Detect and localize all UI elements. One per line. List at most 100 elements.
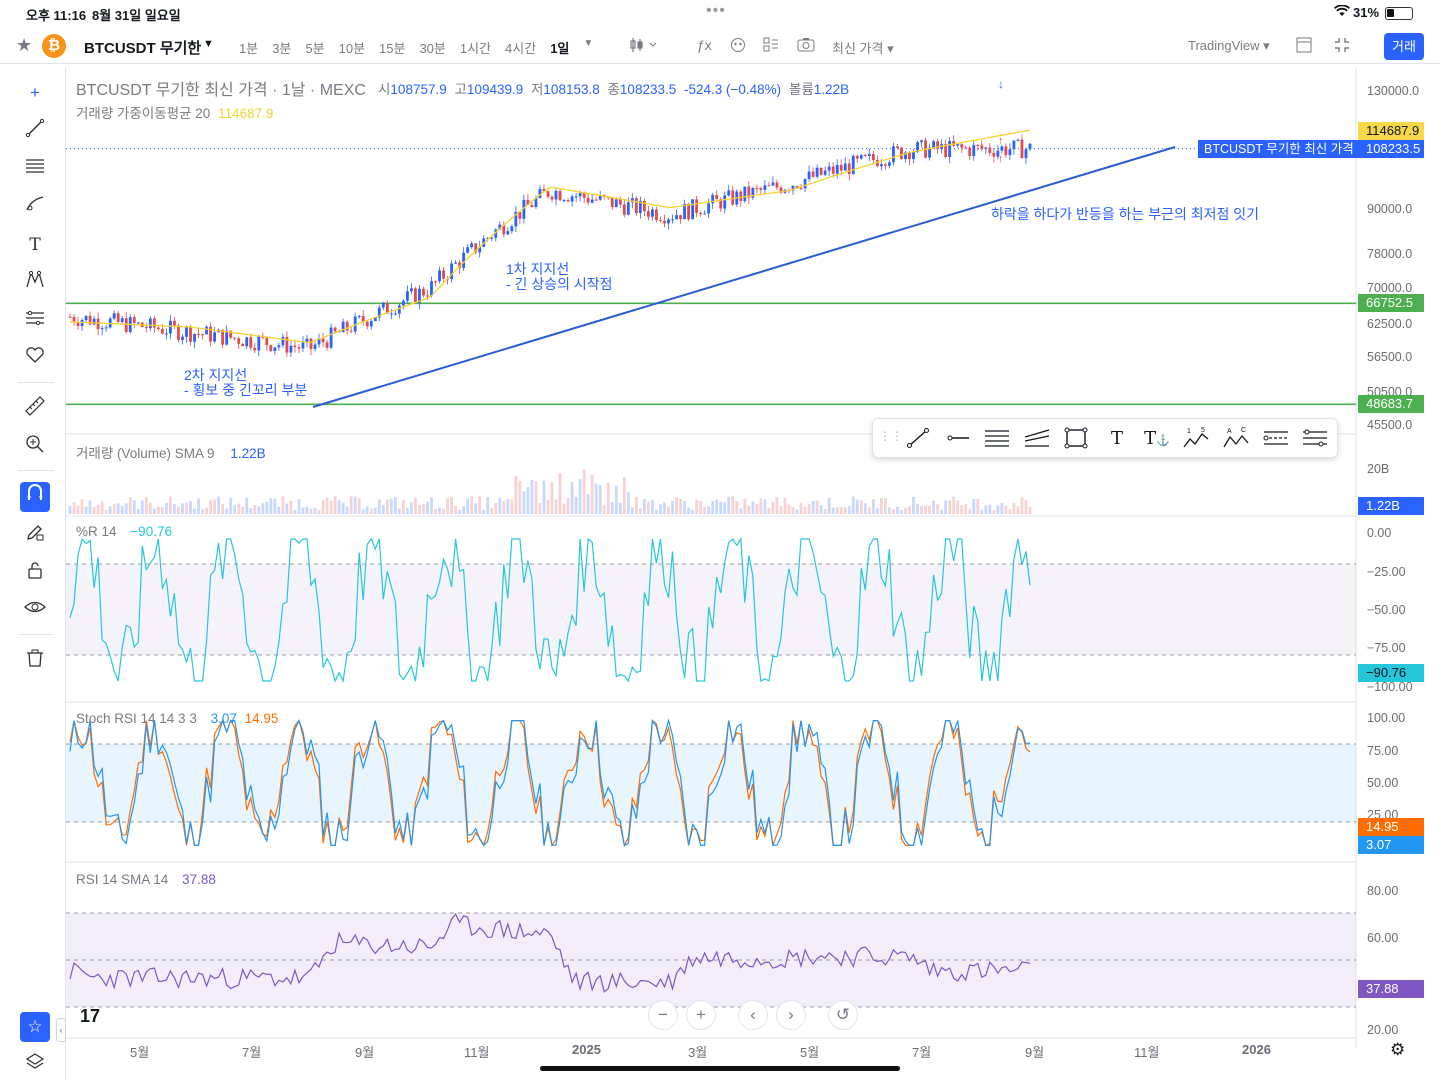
scroll-right-button[interactable]: › <box>776 1000 806 1030</box>
chevron-down-icon[interactable]: ▼ <box>203 38 214 50</box>
volume-bar <box>401 499 405 514</box>
prediction-tool-icon[interactable] <box>22 308 48 334</box>
volume-bar <box>787 504 791 514</box>
candle <box>859 154 863 160</box>
candle-body <box>900 147 903 159</box>
trend-line-icon[interactable] <box>22 118 48 144</box>
favorite-star-icon[interactable]: ★ <box>16 35 33 55</box>
zoom-in-button[interactable]: + <box>686 1000 716 1030</box>
candle <box>731 186 735 207</box>
crosshair-icon[interactable]: + <box>30 83 40 102</box>
interval-3m[interactable]: 3분 <box>272 41 292 56</box>
forecast-tool-icon[interactable] <box>1301 427 1327 451</box>
anchored-text-icon[interactable]: T⚓ <box>1144 428 1170 449</box>
layout-grid-icon[interactable] <box>763 37 779 56</box>
settings-gear-icon[interactable]: ⚙ <box>1390 1040 1406 1059</box>
interval-1d[interactable]: 1일 <box>550 41 570 56</box>
rectangle-tool-icon[interactable] <box>1063 427 1089 451</box>
candle <box>759 186 763 196</box>
candle <box>996 145 1000 160</box>
drag-handle-icon[interactable]: ⋮⋮ <box>879 429 903 443</box>
eye-visibility-icon[interactable] <box>22 598 48 624</box>
trend-line-tool-icon[interactable] <box>905 427 931 451</box>
candle <box>647 206 650 221</box>
templates-icon[interactable] <box>730 37 746 56</box>
battery-icon <box>1385 7 1413 20</box>
watchlist-star-icon[interactable]: ☆ <box>20 1012 50 1042</box>
candle-type-icon[interactable] <box>630 37 657 56</box>
volume-bar <box>397 508 401 514</box>
brush-icon[interactable] <box>22 194 48 220</box>
scroll-left-button[interactable]: ‹ <box>738 1000 768 1030</box>
candle-body <box>566 200 570 202</box>
volume-bar <box>152 508 156 514</box>
reset-chart-button[interactable]: ↺ <box>828 1000 858 1030</box>
chart-canvas[interactable]: ↓ ↑ ↑ <box>0 68 1360 1048</box>
candle <box>1016 138 1020 142</box>
camera-snapshot-icon[interactable] <box>797 37 815 56</box>
support2-annotation[interactable]: 2차 지지선 - 횡보 중 긴꼬리 부분 <box>184 368 307 398</box>
candle <box>888 160 891 169</box>
candle-body <box>297 347 301 349</box>
interval-10m[interactable]: 10분 <box>338 41 366 56</box>
vwma-legend[interactable]: 거래량 가중이동평균 20 114687.9 <box>76 102 277 122</box>
candle <box>614 197 618 208</box>
heart-icon[interactable] <box>22 346 48 372</box>
indicators-fx-icon[interactable]: ƒx <box>697 37 712 53</box>
interval-5m[interactable]: 5분 <box>305 41 325 56</box>
zoom-out-button[interactable]: − <box>648 1000 678 1030</box>
trash-icon[interactable] <box>22 648 48 674</box>
candle <box>181 334 184 345</box>
candle-body <box>647 211 650 217</box>
fib-channel-icon[interactable] <box>1023 427 1050 451</box>
lock-icon[interactable] <box>22 560 48 586</box>
volume-legend[interactable]: 거래량 (Volume) SMA 9 1.22B <box>76 442 270 462</box>
draw-lock-pencil-icon[interactable] <box>22 522 48 548</box>
layers-icon[interactable] <box>22 1052 48 1078</box>
candle <box>723 191 727 214</box>
candle-body <box>896 146 899 148</box>
support1-annotation[interactable]: 1차 지지선 - 긴 상승의 시작점 <box>506 262 613 292</box>
price-type-dropdown[interactable]: 최신 가격 ▾ <box>832 41 894 56</box>
text-tool-icon[interactable]: T <box>1110 428 1123 449</box>
interval-4h[interactable]: 4시간 <box>505 41 537 56</box>
interval-1h[interactable]: 1시간 <box>459 41 492 56</box>
interval-1m[interactable]: 1분 <box>239 41 259 56</box>
trade-button[interactable]: 거래 <box>1384 33 1424 60</box>
volume-bar <box>518 480 522 514</box>
volume-bar <box>896 506 899 514</box>
ruler-icon[interactable] <box>22 396 48 422</box>
candle-body <box>377 307 381 318</box>
volume-bar <box>992 509 996 514</box>
magnet-icon[interactable] <box>20 482 50 512</box>
panel-toggle-icon[interactable] <box>1296 37 1312 56</box>
symbol-selector[interactable]: BTCUSDT 무기한 <box>84 40 202 57</box>
candle-body <box>554 190 558 200</box>
stoch-rsi-legend[interactable]: Stoch RSI 14 14 3 3 3.07 14.95 <box>76 711 282 726</box>
candle <box>108 316 112 329</box>
collapse-panel-chevron-icon[interactable]: ‹ <box>56 1018 66 1042</box>
parallel-channel-icon[interactable] <box>983 427 1009 451</box>
multitask-dots[interactable]: ••• <box>706 2 726 19</box>
candle-body <box>185 327 188 337</box>
toolbar-divider <box>18 382 54 383</box>
fullscreen-icon[interactable] <box>1334 37 1350 56</box>
price-range-icon[interactable] <box>1262 427 1288 451</box>
fib-retracement-icon[interactable] <box>22 156 48 182</box>
volume-bar <box>920 505 923 514</box>
text-tool-icon[interactable]: T <box>29 235 41 255</box>
candle-body <box>847 163 851 175</box>
interval-30m[interactable]: 30분 <box>419 41 446 56</box>
tradingview-menu[interactable]: TradingView ▾ <box>1188 38 1270 53</box>
interval-15m[interactable]: 15분 <box>379 41 406 56</box>
horizontal-ray-icon[interactable] <box>945 427 971 451</box>
rsi-legend[interactable]: RSI 14 SMA 14 37.88 <box>76 872 220 887</box>
trendline-annotation[interactable]: 하락을 하다가 반등을 하는 부근의 최저점 잇기 <box>991 206 1260 222</box>
pattern-tool-icon[interactable] <box>22 270 48 296</box>
candle <box>265 337 269 351</box>
interval-menu-chevron-icon[interactable]: ▼ <box>583 38 594 49</box>
williams-r-legend[interactable]: %R 14 −90.76 <box>76 524 176 539</box>
zoom-in-icon[interactable] <box>22 434 48 460</box>
